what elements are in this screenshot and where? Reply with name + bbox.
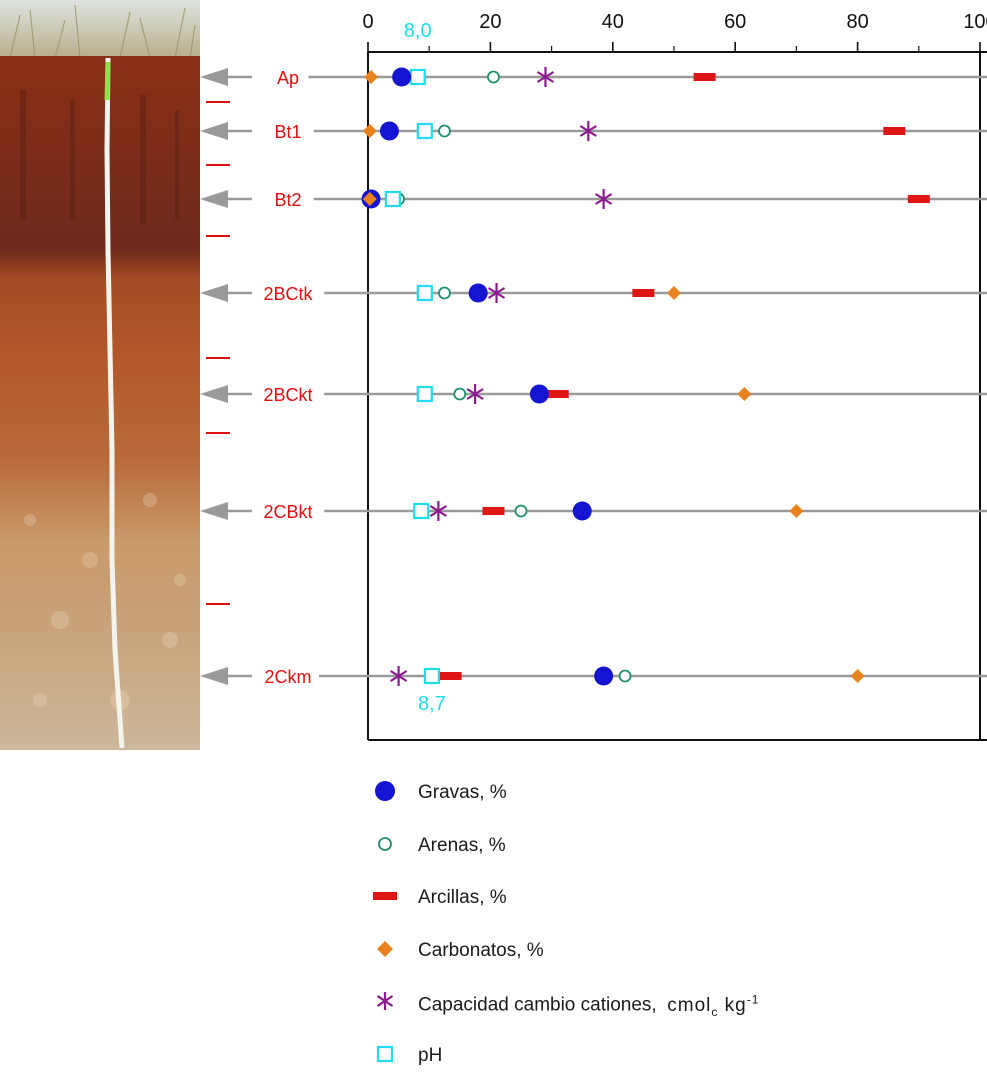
x-tick-label: 60 xyxy=(724,11,746,33)
gravas-point xyxy=(572,501,592,521)
arcillas-point xyxy=(907,195,930,203)
legend-gravas-symbol xyxy=(375,781,395,801)
horizon-arrow xyxy=(200,385,228,403)
carbonatos-point xyxy=(362,192,377,206)
ph-point xyxy=(413,502,430,520)
arenas-point xyxy=(618,669,632,683)
arenas-point xyxy=(438,124,451,138)
cic-point xyxy=(466,384,484,404)
legend-item-gravas: Gravas, % xyxy=(365,775,965,828)
ph-point xyxy=(409,68,426,86)
arcillas-point xyxy=(693,73,716,81)
carbonatos-point xyxy=(737,387,752,401)
horizon-arrow xyxy=(200,190,228,208)
ph-point xyxy=(416,122,433,140)
gravas-point xyxy=(379,121,399,141)
legend-item-ph: pH xyxy=(365,1038,965,1091)
arcillas-point xyxy=(883,127,906,135)
carbonatos-point xyxy=(850,669,865,683)
horizon-arrow xyxy=(200,122,228,140)
legend-ph-symbol xyxy=(376,1045,394,1063)
ph-point xyxy=(384,190,401,208)
legend-ph-label: pH xyxy=(418,1044,443,1066)
arcillas-point xyxy=(546,390,569,398)
x-tick-label: 20 xyxy=(479,11,501,33)
horizon-label: 2CBkt xyxy=(263,502,312,522)
legend-arenas-symbol xyxy=(378,836,392,851)
horizon-arrow xyxy=(200,667,228,685)
ph-point xyxy=(423,667,440,685)
legend-item-arenas: Arenas, % xyxy=(365,828,965,881)
arenas-point xyxy=(514,504,528,518)
ph-point xyxy=(416,284,433,302)
x-tick-label: 40 xyxy=(602,11,624,33)
legend-gravas-label: Gravas, % xyxy=(418,782,507,803)
chart-legend: Gravas, % Arenas, % Arcillas, % Carbonat… xyxy=(365,775,965,1091)
arenas-point xyxy=(487,70,500,84)
cic-point xyxy=(579,121,597,141)
gravas-point xyxy=(529,384,549,404)
arcillas-point xyxy=(482,507,505,515)
soil-profile-photo xyxy=(0,0,200,750)
horizon-label: 2BCkt xyxy=(263,385,312,405)
horizon-arrow xyxy=(200,284,228,302)
horizon-label: Ap xyxy=(277,68,299,88)
legend-item-arcillas: Arcillas, % xyxy=(365,880,965,933)
soil-chart: 0 20 40 60 80 100 Ap Bt1 Bt2 2BCtk 2BCkt 2CBkt 2Ckm… xyxy=(200,11,987,741)
legend-cic-label: Capacidad cambio cationes, cmolc kg-1 xyxy=(418,992,760,1019)
cic-unit: cmolc kg-1 xyxy=(667,992,760,1019)
arcillas-point xyxy=(439,672,462,680)
cic-point xyxy=(536,67,555,87)
legend-carbonatos-symbol xyxy=(377,940,393,957)
x-tick-label: 100 xyxy=(963,11,987,33)
arenas-point xyxy=(438,286,451,300)
ph-point xyxy=(416,385,433,403)
cic-point xyxy=(487,283,506,303)
legend-item-carbonatos: Carbonatos, % xyxy=(365,933,965,986)
legend-item-cic: Capacidad cambio cationes, cmolc kg-1 xyxy=(365,985,965,1038)
ph-annotation: 8,0 xyxy=(404,20,432,42)
cic-point xyxy=(390,666,408,686)
horizon-label: 2BCtk xyxy=(263,284,313,304)
legend-arcillas-symbol xyxy=(373,892,397,901)
cic-point xyxy=(429,501,447,521)
horizon-arrow xyxy=(200,68,228,86)
x-tick-label: 80 xyxy=(846,11,868,33)
legend-cic-symbol xyxy=(376,992,394,1011)
x-tick-label: 0 xyxy=(362,11,373,33)
carbonatos-point xyxy=(789,504,804,518)
horizon-label: Bt1 xyxy=(274,122,301,142)
ph-annotation: 8,7 xyxy=(418,693,446,715)
horizon-arrow xyxy=(200,502,228,520)
horizon-label: Bt2 xyxy=(274,190,301,210)
carbonatos-point xyxy=(362,124,377,138)
cic-point xyxy=(595,189,613,209)
horizon-label: 2Ckm xyxy=(264,667,311,687)
gravas-point xyxy=(594,666,614,686)
gravas-point xyxy=(392,67,412,87)
legend-arcillas-label: Arcillas, % xyxy=(418,887,507,909)
carbonatos-point xyxy=(667,286,681,300)
arcillas-point xyxy=(632,289,655,297)
carbonatos-point xyxy=(364,70,379,84)
gravas-point xyxy=(468,283,488,303)
legend-carbonatos-label: Carbonatos, % xyxy=(418,939,544,961)
arenas-point xyxy=(453,387,467,401)
legend-arenas-label: Arenas, % xyxy=(418,834,506,856)
